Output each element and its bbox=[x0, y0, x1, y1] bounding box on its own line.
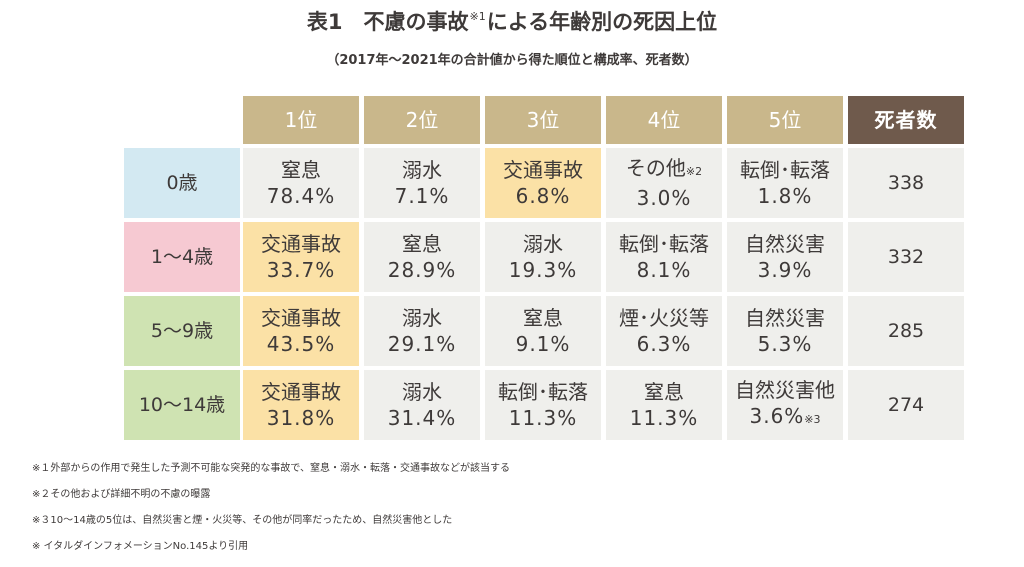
death-count: 338 bbox=[848, 148, 964, 218]
footnote-2: ※２その他および詳細不明の不慮の曝露 bbox=[32, 489, 211, 500]
table-cell: 溺水 29.1% bbox=[364, 296, 480, 366]
age-label-0: 0歳 bbox=[124, 148, 240, 218]
header-rank-1: 1位 bbox=[243, 96, 359, 144]
table-cell: 転倒･転落 1.8% bbox=[727, 148, 843, 218]
table-cell: 自然災害 3.9% bbox=[727, 222, 843, 292]
table-cell: 溺水 7.1% bbox=[364, 148, 480, 218]
header-rank-4: 4位 bbox=[606, 96, 722, 144]
table-cell: 窒息 9.1% bbox=[485, 296, 601, 366]
header-rank-2: 2位 bbox=[364, 96, 480, 144]
table-cell: 溺水 31.4% bbox=[364, 370, 480, 440]
table-title: 表1 不慮の事故※1による年齢別の死因上位 bbox=[306, 10, 718, 34]
table-cell-highlight: 交通事故 33.7% bbox=[243, 222, 359, 292]
death-count: 274 bbox=[848, 370, 964, 440]
table-cell: 窒息 78.4% bbox=[243, 148, 359, 218]
table-cell-highlight: 交通事故 43.5% bbox=[243, 296, 359, 366]
table-cell: その他※2 3.0% bbox=[606, 148, 722, 218]
table-cell: 煙･火災等 6.3% bbox=[606, 296, 722, 366]
table-cell: 窒息 28.9% bbox=[364, 222, 480, 292]
table-cell-highlight: 交通事故 6.8% bbox=[485, 148, 601, 218]
header-rank-3: 3位 bbox=[485, 96, 601, 144]
table-cell: 転倒･転落 8.1% bbox=[606, 222, 722, 292]
footnote-1: ※１外部からの作用で発生した予測不可能な突発的な事故で、窒息・溺水・転落・交通事… bbox=[32, 463, 510, 474]
table-cell: 自然災害他 3.6%※3 bbox=[727, 370, 843, 440]
age-label-10-14: 10～14歳 bbox=[124, 370, 240, 440]
header-deaths: 死者数 bbox=[848, 96, 964, 144]
age-label-5-9: 5～9歳 bbox=[124, 296, 240, 366]
table-subtitle: （2017年～2021年の合計値から得た順位と構成率、死者数） bbox=[326, 53, 698, 68]
header-rank-5: 5位 bbox=[727, 96, 843, 144]
footnote-3: ※３10～14歳の5位は、自然災害と煙・火災等、その他が同率だったため、自然災害… bbox=[32, 515, 453, 526]
footnotes: ※１外部からの作用で発生した予測不可能な突発的な事故で、窒息・溺水・転落・交通事… bbox=[32, 460, 510, 564]
death-count: 332 bbox=[848, 222, 964, 292]
table-cell: 転倒･転落 11.3% bbox=[485, 370, 601, 440]
table-cell-highlight: 交通事故 31.8% bbox=[243, 370, 359, 440]
table-cell: 溺水 19.3% bbox=[485, 222, 601, 292]
table-cell: 窒息 11.3% bbox=[606, 370, 722, 440]
age-label-1-4: 1～4歳 bbox=[124, 222, 240, 292]
death-count: 285 bbox=[848, 296, 964, 366]
footnote-source: ※ イタルダインフォメーションNo.145より引用 bbox=[32, 541, 249, 552]
table-cell: 自然災害 5.3% bbox=[727, 296, 843, 366]
